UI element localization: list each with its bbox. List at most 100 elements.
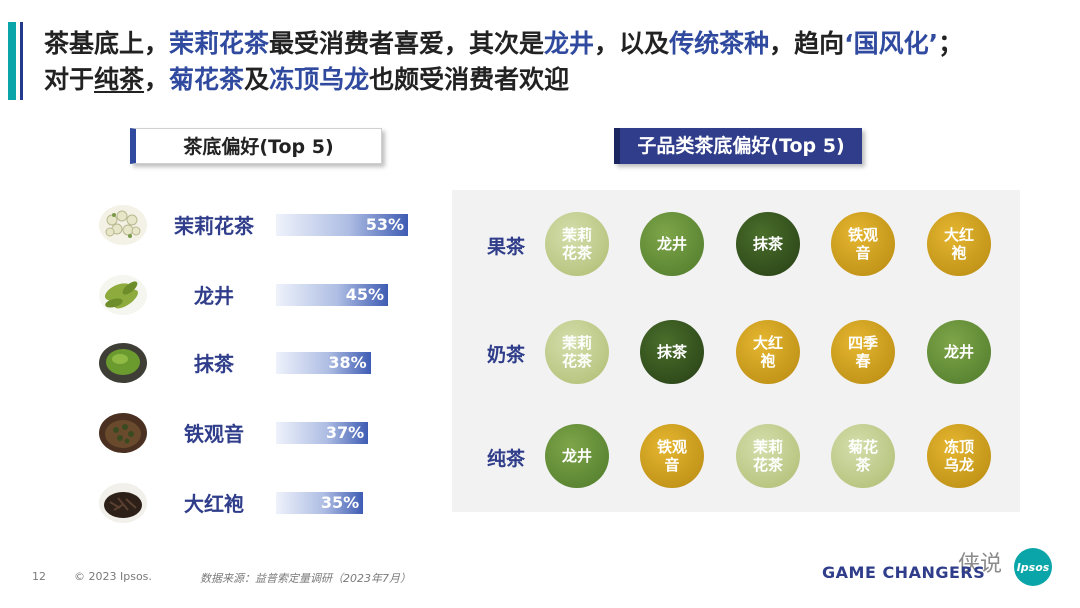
tea-circle: 茉莉 花茶: [545, 320, 609, 384]
tea-circle: 茉莉 花茶: [736, 424, 800, 488]
tea-circle-line: 茉莉: [561, 226, 592, 244]
tea-circle-label: 大红袍: [753, 334, 783, 370]
bar-value-label: 53%: [365, 215, 404, 234]
tea-circle-line: 茉莉: [752, 438, 783, 456]
tea-circle-label: 龙井: [944, 343, 974, 361]
bar: 37%: [276, 422, 369, 444]
tea-circle-label: 茉莉 花茶: [753, 438, 783, 474]
tea-circle-label: 茉莉 花茶: [562, 334, 592, 370]
dahongpao-icon: [98, 480, 148, 526]
headline-segment: 最受消费者喜爱，其次是: [269, 29, 545, 58]
tea-circle-label: 铁观音: [657, 438, 687, 474]
tea-circle: 四季春: [831, 320, 895, 384]
bar: 53%: [276, 214, 408, 236]
accent-bar-teal: [8, 22, 16, 100]
tea-circle-label: 四季春: [848, 334, 878, 370]
tea-circle: 大红袍: [736, 320, 800, 384]
bar: 45%: [276, 284, 389, 306]
bar: 38%: [276, 352, 371, 374]
headline-segment: ，: [144, 65, 170, 94]
headline-segment: 传统茶种: [669, 29, 770, 58]
tea-circle-line: 茉莉: [561, 334, 592, 352]
tea-circle: 大红袍: [927, 212, 991, 276]
tea-circle-line: 大红: [943, 226, 974, 244]
longjing-tea-icon: [98, 272, 148, 318]
tea-circle: 菊花茶: [831, 424, 895, 488]
brand-tagline: GAME CHANGERS: [822, 563, 986, 582]
tea-circle-line: 龙井: [656, 235, 687, 253]
tea-circle-line: 龙井: [943, 343, 974, 361]
subcategory-row-label: 纯茶: [486, 448, 525, 470]
bar-row: 大红袍 35%: [98, 476, 438, 532]
copyright: © 2023 Ipsos.: [74, 570, 152, 583]
tea-circle: 龙井: [927, 320, 991, 384]
headline-line-2: 对于纯茶，菊花茶及冻顶乌龙也颇受消费者欢迎: [44, 62, 1074, 98]
tea-circle-label: 冻顶 乌龙: [944, 438, 974, 474]
tea-circle-line: 音: [664, 456, 680, 474]
tea-circle: 铁观音: [640, 424, 704, 488]
watermark: 侠说: [958, 552, 1003, 577]
tea-circle: 龙井: [640, 212, 704, 276]
tea-circle-label: 抹茶: [657, 343, 687, 361]
bar-value-label: 37%: [325, 423, 365, 442]
tea-circle: 茉莉 花茶: [545, 212, 609, 276]
bar-row: 龙井 45%: [98, 268, 438, 324]
accent-bar-blue: [20, 22, 23, 100]
headline-segment: 茶基底上，: [44, 29, 170, 58]
tea-circle-line: 冻顶: [943, 438, 974, 456]
tea-circle: 铁观音: [831, 212, 895, 276]
bar-row: 铁观音 37%: [98, 406, 438, 462]
headline-segment: ；: [938, 29, 964, 58]
headline-segment: 冻顶乌龙: [269, 65, 370, 94]
bar-category-label: 茉莉花茶: [174, 214, 254, 238]
tea-circle-line: 抹茶: [752, 235, 783, 253]
headline: 茶基底上，茉莉花茶最受消费者喜爱，其次是龙井，以及传统茶种，趋向‘国风化’； 对…: [44, 26, 1074, 98]
headline-segment: 菊花茶: [169, 65, 245, 94]
headline-segment: ，趋向: [769, 29, 845, 58]
tieguanyin-icon: [98, 410, 148, 456]
tea-circle-line: 大红: [752, 334, 783, 352]
bar: 35%: [276, 492, 364, 514]
bar-value-label: 35%: [320, 493, 360, 512]
headline-segment: 也颇受消费者欢迎: [369, 65, 570, 94]
tea-circle: 龙井: [545, 424, 609, 488]
tea-circle-line: 菊花: [847, 438, 878, 456]
tea-circle-label: 抹茶: [753, 235, 783, 253]
bar-category-label: 龙井: [194, 284, 234, 308]
tea-circle-line: 袍: [760, 352, 776, 370]
tea-circle: 冻顶 乌龙: [927, 424, 991, 488]
tea-circle: 抹茶: [736, 212, 800, 276]
tea-circle-line: 抹茶: [656, 343, 687, 361]
tea-circle-line: 花茶: [561, 352, 592, 370]
headline-segment: 茉莉花茶: [169, 29, 270, 58]
tea-circle-line: 花茶: [752, 456, 783, 474]
bar-category-label: 铁观音: [184, 422, 244, 446]
headline-segment: 龙井: [544, 29, 595, 58]
bar-value-label: 38%: [328, 353, 367, 372]
tea-circle-label: 龙井: [657, 235, 687, 253]
tea-circle-label: 菊花茶: [848, 438, 878, 474]
tea-circle-line: 四季: [847, 334, 878, 352]
headline-segment: ，以及: [594, 29, 670, 58]
tea-circle-line: 音: [855, 244, 871, 262]
headline-segment: ‘国风化’: [844, 29, 939, 58]
tea-circle-line: 乌龙: [943, 456, 974, 474]
bar-category-label: 抹茶: [194, 352, 234, 376]
matcha-icon: [98, 340, 148, 386]
tea-circle-line: 花茶: [561, 244, 592, 262]
tea-circle-line: 龙井: [561, 447, 592, 465]
data-source: 数据来源：益普索定量调研（2023年7月）: [200, 572, 411, 585]
bar-category-label: 大红袍: [184, 492, 244, 516]
tea-circle-label: 茉莉 花茶: [562, 226, 592, 262]
headline-segment: 及: [244, 65, 270, 94]
right-chart-title: 子品类茶底偏好(Top 5): [614, 128, 862, 164]
bar-row: 抹茶 38%: [98, 336, 438, 392]
tea-circle-label: 龙井: [562, 447, 592, 465]
jasmine-tea-icon: [98, 202, 148, 248]
bar-row: 茉莉花茶 53%: [98, 198, 438, 254]
tea-circle-line: 袍: [951, 244, 967, 262]
left-chart-title: 茶底偏好(Top 5): [130, 128, 382, 164]
tea-circle-line: 铁观: [656, 438, 687, 456]
headline-segment: 对于: [44, 65, 95, 94]
ipsos-logo: Ipsos: [1014, 548, 1052, 586]
